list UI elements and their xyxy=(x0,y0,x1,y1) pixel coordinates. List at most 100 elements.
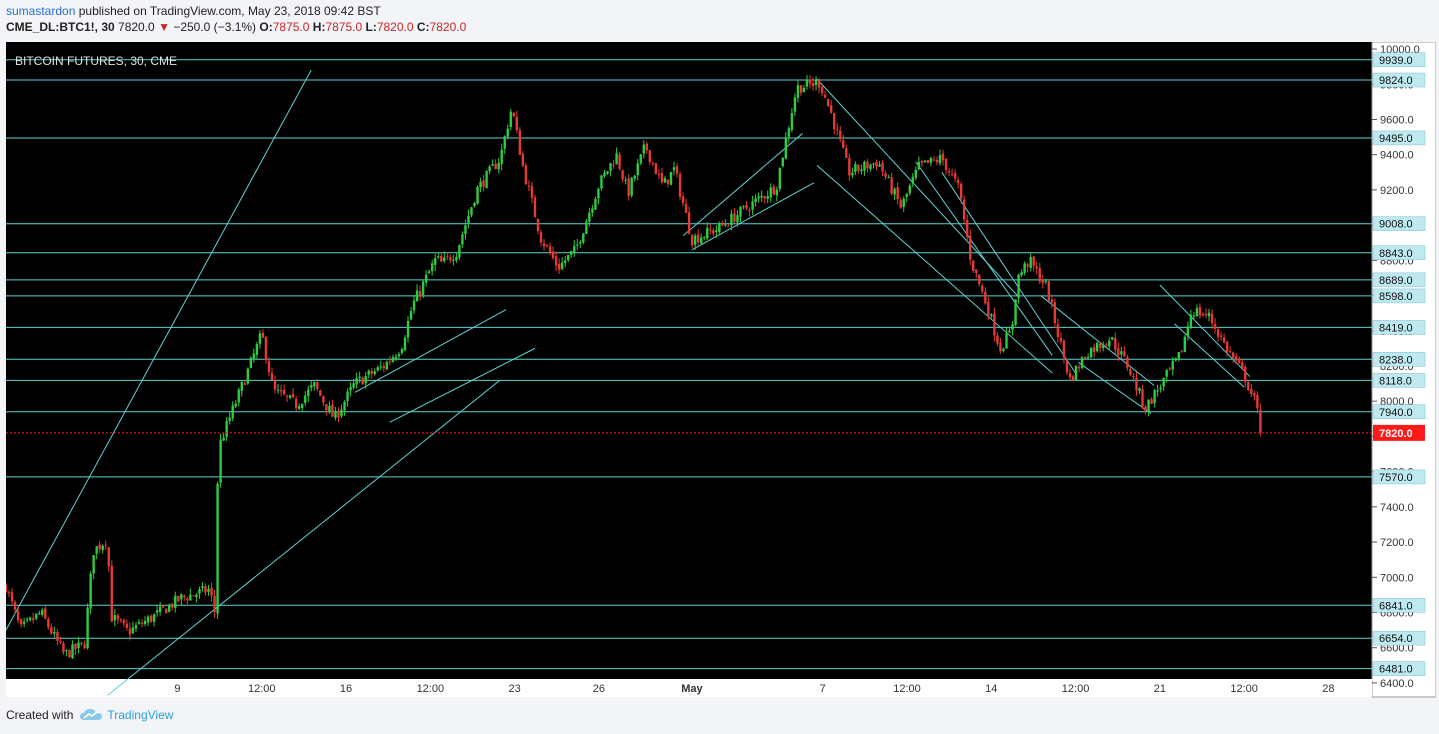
candle-body xyxy=(557,263,561,270)
level-price-tag xyxy=(1372,272,1426,288)
level-price-tag xyxy=(1372,404,1426,420)
candle-body xyxy=(978,274,981,285)
candle-body xyxy=(1102,345,1105,348)
candle-body xyxy=(291,393,295,398)
publish-line: sumastardon published on TradingView.com… xyxy=(6,3,1426,19)
candle-body xyxy=(993,313,996,336)
level-price-tag xyxy=(1372,130,1426,146)
candle-body xyxy=(346,391,349,402)
candle-body xyxy=(279,389,283,392)
candle-body xyxy=(255,344,259,355)
candle-body xyxy=(391,357,395,362)
candle-body xyxy=(1147,399,1150,412)
candle-body xyxy=(1056,324,1060,337)
candle-body xyxy=(1050,299,1054,303)
candle-body xyxy=(1035,266,1038,269)
candle-body xyxy=(600,175,603,189)
candle-body xyxy=(41,609,44,615)
candle-body xyxy=(382,366,386,369)
level-price-tag xyxy=(1372,245,1426,261)
candle-body xyxy=(548,246,552,253)
candle-body xyxy=(932,159,936,161)
candle-body xyxy=(403,337,407,351)
candle-body xyxy=(582,233,585,243)
low-value: 7820.0 xyxy=(376,20,414,34)
candle-body xyxy=(923,160,927,163)
candle-body xyxy=(1222,337,1226,343)
candle-body xyxy=(1259,409,1262,432)
candle-body xyxy=(177,596,180,602)
candle-body xyxy=(811,82,815,87)
candle-body xyxy=(636,163,639,176)
tradingview-brand[interactable]: TradingView xyxy=(79,708,173,722)
candle-body xyxy=(669,171,673,185)
candle-body xyxy=(285,395,289,397)
candle-body xyxy=(709,229,712,231)
candle-body xyxy=(467,215,470,225)
candle-body xyxy=(663,178,667,183)
candle-body xyxy=(627,178,630,197)
candle-body xyxy=(1017,274,1020,299)
candle-body xyxy=(654,163,658,175)
candle-body xyxy=(796,85,800,98)
candle-body xyxy=(195,594,198,597)
candle-body xyxy=(146,616,150,623)
candle-body xyxy=(1153,390,1156,404)
candle-body xyxy=(131,627,135,634)
candle-body xyxy=(32,618,35,621)
author-link[interactable]: sumastardon xyxy=(6,4,76,18)
candle-body xyxy=(751,201,754,210)
candle-body xyxy=(74,643,77,650)
candle-body xyxy=(666,179,670,184)
candle-body xyxy=(328,406,331,412)
candle-body xyxy=(282,389,286,395)
candle-body xyxy=(53,631,56,634)
candle-body xyxy=(872,163,875,165)
candle-body xyxy=(246,368,250,384)
candle-body xyxy=(424,274,428,283)
candle-body xyxy=(533,197,537,218)
candle-body xyxy=(527,185,531,187)
candle-body xyxy=(361,377,364,385)
x-tick-label: 7 xyxy=(820,683,826,695)
candle-body xyxy=(712,230,715,234)
candle-body xyxy=(585,221,588,234)
candle-body xyxy=(757,196,760,199)
candle-body xyxy=(89,573,92,609)
candle-body xyxy=(243,383,246,385)
ohlc-line: CME_DL:BTC1!, 30 7820.0 ▼ −250.0 (−3.1%)… xyxy=(6,19,1426,35)
candle-body xyxy=(1159,387,1162,390)
candle-body xyxy=(1053,302,1057,324)
candle-body xyxy=(294,398,298,409)
candle-body xyxy=(473,202,476,207)
y-tick-label: 8800.0 xyxy=(1380,255,1414,267)
x-tick-label: 12:00 xyxy=(417,683,445,695)
x-tick-label: 28 xyxy=(1322,683,1334,695)
candle-body xyxy=(234,403,237,407)
candle-body xyxy=(742,205,745,207)
candle-body xyxy=(718,223,721,232)
candle-body xyxy=(808,79,812,84)
candle-body xyxy=(917,161,921,170)
candle-body xyxy=(376,367,379,371)
candle-body xyxy=(908,185,911,194)
candle-body xyxy=(65,649,68,652)
candle-body xyxy=(47,619,50,628)
y-tick-label: 7200.0 xyxy=(1380,537,1414,549)
candle-body xyxy=(44,608,47,619)
candle-body xyxy=(152,614,156,622)
candle-body xyxy=(446,255,449,257)
candle-body xyxy=(944,158,948,171)
candle-body xyxy=(1216,329,1220,337)
candle-body xyxy=(216,483,219,614)
candle-body xyxy=(1235,356,1238,361)
x-tick-label: 12:00 xyxy=(1062,683,1090,695)
candle-body xyxy=(92,555,95,574)
candle-body xyxy=(77,642,80,648)
candle-body xyxy=(554,256,558,266)
price-chart[interactable]: 6400.06600.06800.07000.07200.07400.07600… xyxy=(6,42,1436,698)
candle-body xyxy=(107,547,110,567)
close-label: C: xyxy=(416,20,430,34)
candle-body xyxy=(902,198,905,208)
candle-body xyxy=(322,396,325,403)
